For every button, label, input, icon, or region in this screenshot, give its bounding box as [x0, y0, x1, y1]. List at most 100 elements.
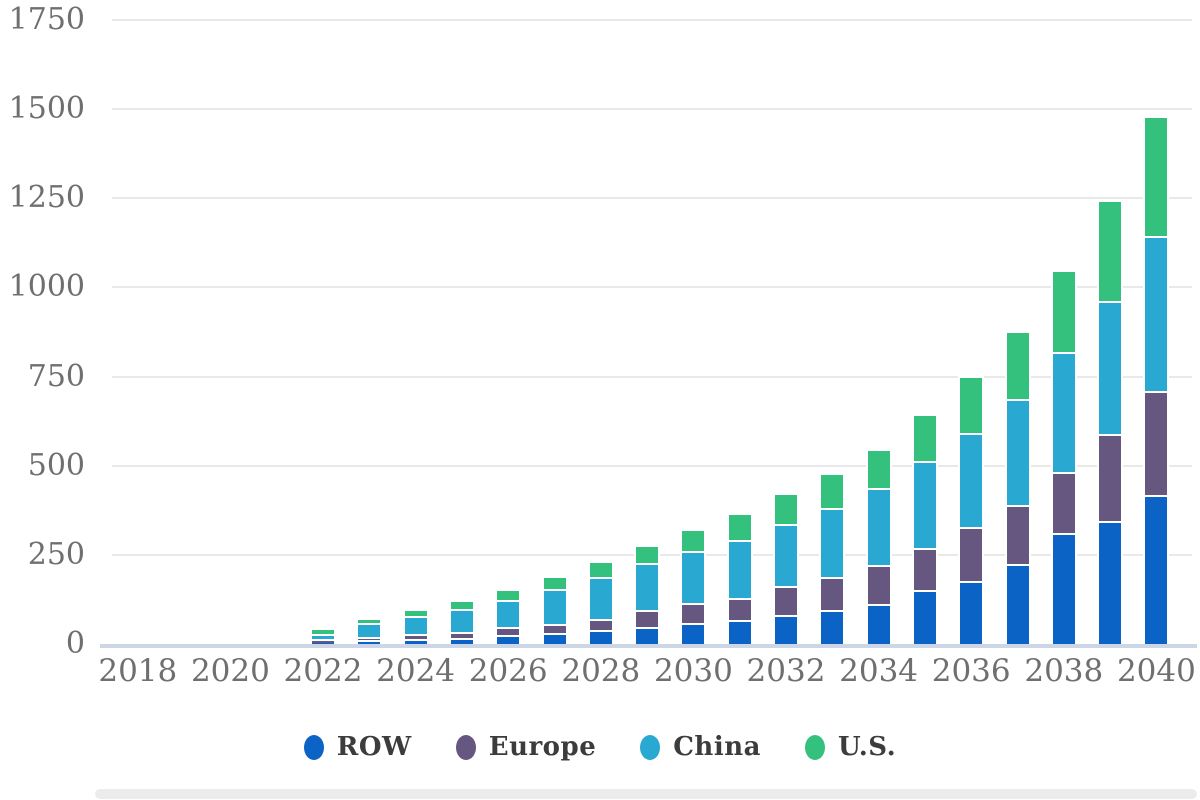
bar-segment-2026-us[interactable]	[497, 590, 520, 600]
bar-segment-2039-row[interactable]	[1099, 520, 1122, 644]
bar-2025[interactable]	[448, 599, 475, 644]
bar-segment-2027-europe[interactable]	[543, 623, 566, 633]
bar-segment-2037-us[interactable]	[1006, 333, 1029, 400]
bar-segment-2025-row[interactable]	[450, 638, 473, 644]
bar-segment-2026-row[interactable]	[497, 635, 520, 644]
bar-2029[interactable]	[634, 545, 661, 644]
bar-segment-2035-europe[interactable]	[913, 547, 936, 590]
bar-segment-2030-us[interactable]	[682, 531, 705, 551]
bar-2032[interactable]	[773, 493, 799, 644]
bar-2031[interactable]	[726, 512, 753, 644]
bar-segment-2022-row[interactable]	[312, 642, 334, 644]
legend-item-row[interactable]: ROW	[303, 732, 412, 762]
bar-segment-2029-china[interactable]	[636, 562, 659, 611]
bar-2022[interactable]	[310, 627, 336, 644]
bar-segment-2034-china[interactable]	[867, 487, 890, 565]
bar-segment-2029-us[interactable]	[636, 547, 659, 563]
bar-segment-2028-china[interactable]	[589, 577, 612, 619]
bar-segment-2023-china[interactable]	[358, 622, 381, 637]
bar-segment-2039-us[interactable]	[1099, 201, 1122, 301]
bar-segment-2025-china[interactable]	[450, 609, 473, 633]
bar-segment-2032-china[interactable]	[775, 523, 797, 587]
bar-segment-2034-row[interactable]	[867, 603, 890, 644]
bar-segment-2029-europe[interactable]	[636, 610, 659, 627]
bar-segment-2024-europe[interactable]	[404, 634, 427, 639]
bar-segment-2033-us[interactable]	[821, 475, 844, 508]
bar-2024[interactable]	[402, 609, 429, 644]
bar-segment-2036-row[interactable]	[960, 580, 983, 644]
bar-segment-2030-row[interactable]	[682, 622, 705, 644]
bar-segment-2023-row[interactable]	[358, 640, 381, 644]
bar-segment-2033-europe[interactable]	[821, 576, 844, 610]
bar-segment-2023-us[interactable]	[358, 619, 381, 623]
bar-segment-2040-us[interactable]	[1145, 118, 1168, 236]
bar-segment-2036-us[interactable]	[960, 377, 983, 433]
bar-segment-2032-europe[interactable]	[775, 586, 797, 616]
bar-segment-2036-china[interactable]	[960, 432, 983, 528]
bar-segment-2035-row[interactable]	[913, 589, 936, 644]
bar-segment-2037-row[interactable]	[1006, 563, 1029, 644]
bar-segment-2022-us[interactable]	[312, 629, 334, 635]
bar-segment-2038-europe[interactable]	[1052, 471, 1075, 533]
bar-segment-2039-china[interactable]	[1099, 300, 1122, 434]
bar-segment-2037-china[interactable]	[1006, 399, 1029, 505]
bar-2027[interactable]	[541, 575, 568, 644]
bar-2030[interactable]	[680, 529, 707, 644]
bar-segment-2025-europe[interactable]	[450, 632, 473, 639]
bar-segment-2025-us[interactable]	[450, 601, 473, 610]
bar-segment-2023-europe[interactable]	[358, 636, 381, 641]
bar-segment-2027-china[interactable]	[543, 589, 566, 624]
bar-segment-2030-china[interactable]	[682, 550, 705, 604]
bar-2038[interactable]	[1050, 270, 1077, 644]
bar-segment-2032-us[interactable]	[775, 495, 797, 524]
bar-segment-2038-china[interactable]	[1052, 352, 1075, 472]
bar-segment-2033-row[interactable]	[821, 609, 844, 644]
bar-segment-2028-row[interactable]	[589, 629, 612, 644]
horizontal-scrollbar[interactable]	[95, 789, 1197, 799]
bar-segment-2031-europe[interactable]	[728, 597, 751, 620]
bar-2028[interactable]	[587, 561, 614, 644]
bar-segment-2024-us[interactable]	[404, 611, 427, 616]
bar-segment-2024-china[interactable]	[404, 615, 427, 635]
bar-segment-2026-china[interactable]	[497, 599, 520, 628]
bar-segment-2026-europe[interactable]	[497, 627, 520, 636]
bar-segment-2027-us[interactable]	[543, 577, 566, 590]
bar-segment-2038-row[interactable]	[1052, 532, 1075, 644]
bar-segment-2038-us[interactable]	[1052, 272, 1075, 353]
bar-segment-2034-europe[interactable]	[867, 564, 890, 604]
bar-2037[interactable]	[1004, 331, 1031, 644]
bar-segment-2031-row[interactable]	[728, 619, 751, 644]
bar-segment-2022-europe[interactable]	[312, 639, 334, 643]
bar-2034[interactable]	[865, 449, 892, 644]
bar-segment-2040-row[interactable]	[1145, 495, 1168, 644]
bar-segment-2027-row[interactable]	[543, 632, 566, 644]
bar-segment-2033-china[interactable]	[821, 507, 844, 577]
bar-2033[interactable]	[819, 473, 846, 644]
bar-segment-2037-europe[interactable]	[1006, 504, 1029, 564]
bar-2036[interactable]	[958, 375, 985, 644]
legend-item-europe[interactable]: Europe	[455, 732, 596, 762]
bar-segment-2036-europe[interactable]	[960, 527, 983, 581]
bar-2026[interactable]	[495, 588, 522, 644]
bar-segment-2030-europe[interactable]	[682, 603, 705, 623]
bar-2040[interactable]	[1143, 116, 1170, 644]
bar-segment-2029-row[interactable]	[636, 626, 659, 644]
bar-segment-2034-us[interactable]	[867, 451, 890, 488]
bar-segment-2028-europe[interactable]	[589, 618, 612, 630]
legend-item-us[interactable]: U.S.	[804, 732, 896, 762]
bar-segment-2035-china[interactable]	[913, 461, 936, 548]
bar-segment-2039-europe[interactable]	[1099, 433, 1122, 521]
bar-segment-2024-row[interactable]	[404, 638, 427, 644]
bar-segment-2031-us[interactable]	[728, 514, 751, 540]
bar-segment-2035-us[interactable]	[913, 415, 936, 462]
bar-2023[interactable]	[356, 617, 383, 644]
bar-segment-2022-china[interactable]	[312, 634, 334, 639]
bar-segment-2040-europe[interactable]	[1145, 390, 1168, 496]
bar-2039[interactable]	[1097, 199, 1124, 644]
bar-segment-2040-china[interactable]	[1145, 235, 1168, 391]
bar-segment-2031-china[interactable]	[728, 539, 751, 598]
bar-segment-2032-row[interactable]	[775, 615, 797, 644]
legend-item-china[interactable]: China	[640, 732, 761, 762]
bar-2035[interactable]	[911, 413, 938, 644]
bar-segment-2028-us[interactable]	[589, 563, 612, 578]
